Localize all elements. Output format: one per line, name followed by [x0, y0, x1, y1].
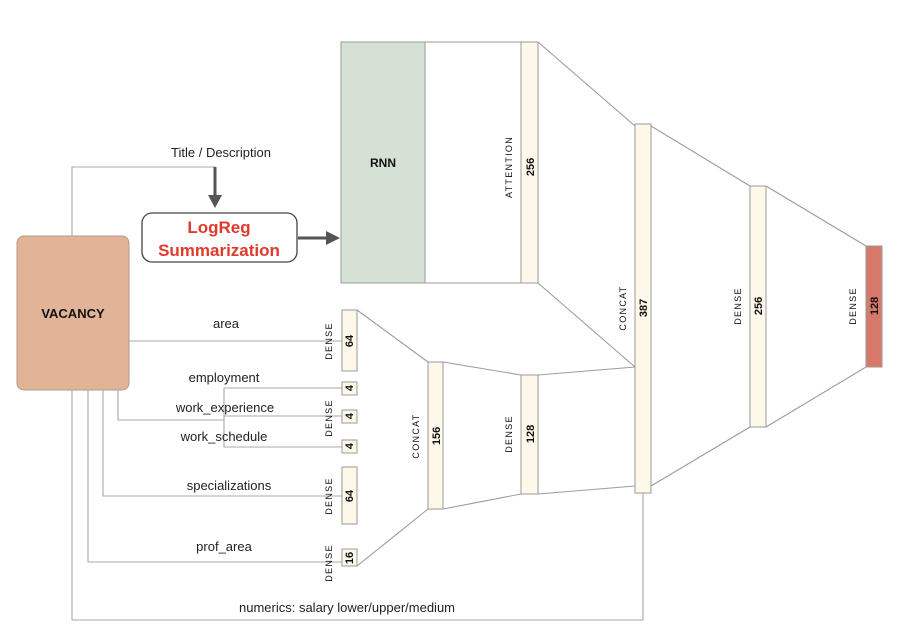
dense-schedule-size: 4: [344, 442, 356, 449]
dense-output-layer: [865, 245, 883, 368]
rnn-label: RNN: [370, 156, 396, 170]
dense-spec-name: DENSE: [324, 477, 334, 515]
attention-layer: [520, 41, 539, 284]
vacancy-box: [16, 235, 130, 391]
dense-128-mid-layer: [520, 374, 539, 495]
dense-area-name: DENSE: [324, 322, 334, 360]
dense-small-name: DENSE: [324, 399, 334, 437]
work-schedule-label: work_schedule: [180, 429, 268, 444]
title-description-label: Title / Description: [171, 145, 271, 160]
concat-387-layer: [634, 123, 652, 494]
input-connections: [71, 166, 644, 621]
logreg-label-line2: Summarization: [158, 241, 280, 260]
dense-256-name: DENSE: [733, 287, 743, 325]
dense-schedule-layer: [341, 439, 358, 454]
concat-156-layer: [427, 361, 444, 510]
dense-prof-name: DENSE: [324, 544, 334, 582]
concat-387-name: CONCAT: [618, 285, 628, 330]
dense-area-size: 64: [344, 334, 356, 347]
dense-prof-size: 16: [344, 552, 356, 564]
rnn-output-panel: [424, 41, 522, 284]
dense-area-layer: [341, 309, 358, 372]
specializations-connector: [102, 390, 342, 497]
logreg-summarization-box: [141, 212, 298, 263]
work-experience-connector: [223, 415, 342, 420]
dense-experience-layer: [341, 409, 358, 424]
dense-experience-size: 4: [344, 412, 356, 419]
work-experience-label: work_experience: [175, 400, 274, 415]
dense-256-layer: [749, 185, 767, 428]
dense-output-name: DENSE: [848, 287, 858, 325]
work-schedule-connector: [223, 420, 342, 448]
prof-area-connector: [87, 390, 342, 563]
numerics-label: numerics: salary lower/upper/medium: [239, 600, 455, 615]
rnn-block: [340, 41, 426, 284]
dense-prof-layer: [341, 548, 358, 567]
concat-387-size: 387: [638, 299, 650, 317]
attention-layer-size: 256: [525, 158, 537, 176]
specializations-label: specializations: [187, 478, 272, 493]
concat-156-size: 156: [431, 427, 443, 445]
area-label: area: [213, 316, 240, 331]
employment-label: employment: [189, 370, 260, 385]
dense-employment-layer: [341, 381, 358, 396]
dense-128-mid-name: DENSE: [504, 415, 514, 453]
attention-layer-name: ATTENTION: [504, 136, 514, 198]
concat-156-name: CONCAT: [411, 413, 421, 458]
vacancy-label: VACANCY: [41, 306, 105, 321]
logreg-label-line1: LogReg: [187, 218, 250, 237]
dense-128-mid-size: 128: [525, 425, 537, 443]
dense-spec-layer: [341, 466, 358, 525]
prof-area-label: prof_area: [196, 539, 252, 554]
dense-employment-size: 4: [344, 384, 356, 391]
numerics-connector: [71, 390, 644, 621]
dense-output-size: 128: [869, 297, 881, 315]
dense-256-size: 256: [753, 297, 765, 315]
logreg-to-rnn-arrowhead: [326, 231, 340, 245]
title-arrowhead: [208, 195, 222, 208]
dense-spec-size: 64: [344, 489, 356, 502]
network-edges: [356, 41, 867, 567]
